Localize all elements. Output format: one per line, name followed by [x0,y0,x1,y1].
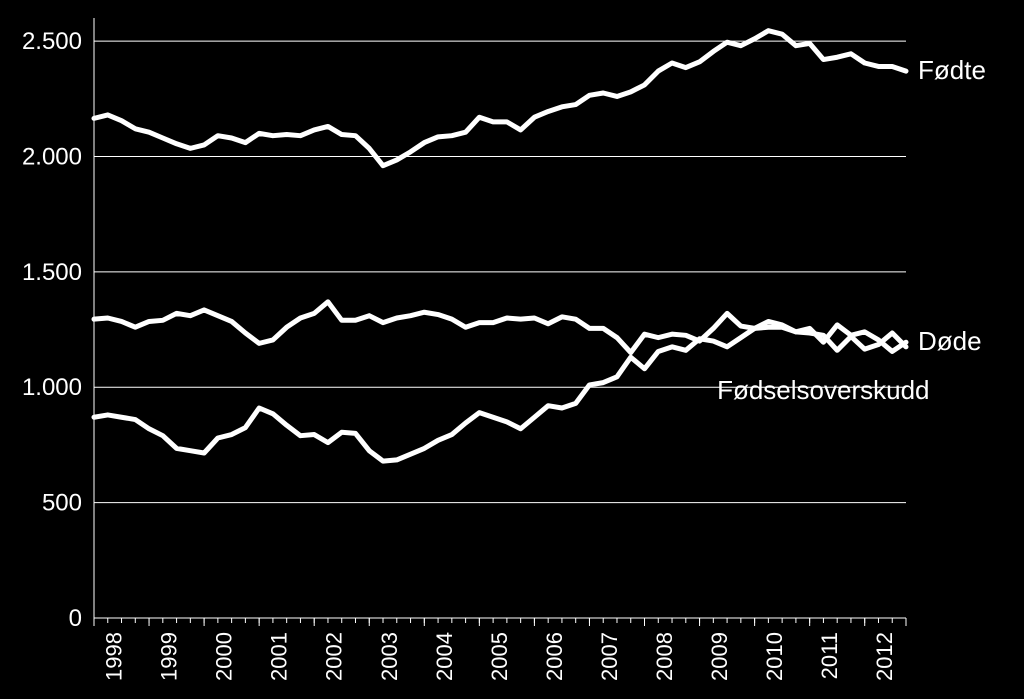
y-tick-label: 1.000 [22,374,82,401]
x-tick-label: 2004 [432,632,457,681]
x-tick-label: 2007 [597,632,622,681]
series-label-Fodte: Fødte [918,55,986,85]
x-tick-label: 2001 [267,632,292,681]
y-tick-label: 1.500 [22,259,82,286]
x-tick-label: 2011 [817,632,842,679]
x-tick-label: 2009 [707,632,732,681]
y-tick-label: 0 [69,605,82,632]
x-tick-label: 2006 [542,632,567,681]
series-label-Dode: Døde [918,326,982,356]
y-tick-label: 500 [42,490,82,517]
series-label-Fodselsoverskudd: Fødselsoverskudd [717,375,929,405]
series-Fodte [94,31,906,166]
x-tick-label: 1999 [157,632,182,681]
x-tick-label: 1998 [102,632,127,681]
demographic-line-chart: 0 500 1.000 1.500 2.000 2.500 1998 1999 2000 2001… [0,0,1024,699]
y-tick-label: 2.500 [22,28,82,55]
chart-svg: 0 500 1.000 1.500 2.000 2.500 1998 1999 2000 2001… [0,0,1024,699]
x-tick-label: 2000 [212,632,237,681]
x-tick-label: 2008 [652,632,677,681]
y-tick-label: 2.000 [22,143,82,170]
x-tick-label: 2012 [872,632,897,681]
x-tick-label: 2010 [762,632,787,681]
x-tick-label: 2002 [322,632,347,681]
x-tick-label: 2003 [377,632,402,681]
x-tick-label: 2005 [487,632,512,681]
